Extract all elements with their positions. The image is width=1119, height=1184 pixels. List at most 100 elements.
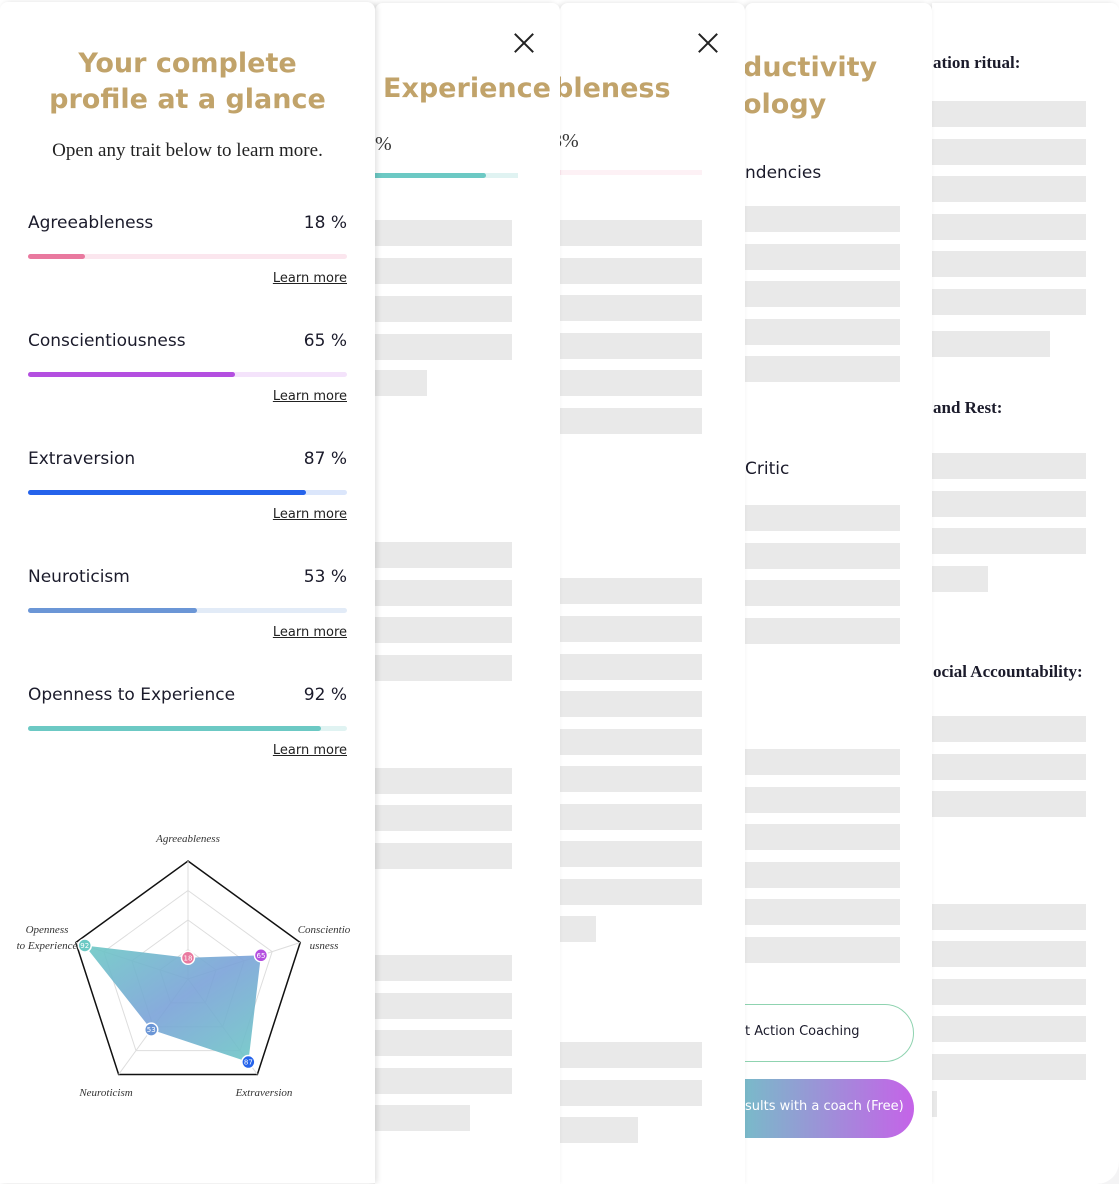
placeholder-line (745, 862, 900, 888)
placeholder-line (932, 491, 1086, 517)
radar-label: Extraversion (235, 1087, 293, 1099)
learn-more-link[interactable]: Learn more (272, 389, 347, 404)
placeholder-line (932, 716, 1086, 742)
progress-bar (560, 170, 562, 175)
radar-point (143, 1022, 159, 1037)
profile-card: Agreeableness Conscientio usness Extraversi… (0, 2, 375, 1183)
placeholder-line (375, 805, 512, 831)
card-percent: 2% (375, 133, 392, 155)
radar-label: Neuroticism (78, 1087, 132, 1099)
progress-bar (28, 372, 236, 377)
placeholder-line (745, 505, 900, 531)
subtitle: Open any trait below to learn more. (52, 140, 323, 161)
placeholder-line (932, 453, 1086, 479)
placeholder-line (560, 220, 702, 246)
placeholder-line (560, 691, 702, 717)
progress-track (28, 254, 347, 259)
trait-name: Conscientiousness (28, 331, 186, 351)
placeholder-line (932, 139, 1086, 165)
trait-value: 53 % (303, 567, 347, 587)
radar-label: Conscientio (298, 924, 351, 936)
placeholder-line (375, 1068, 512, 1094)
gradient-button[interactable]: sults with a coach (Free) (745, 1079, 914, 1138)
placeholder-line (375, 370, 427, 396)
card-title: Experience (383, 73, 551, 104)
trait-value: 87 % (303, 449, 347, 469)
radar-point-label: 18 (184, 954, 193, 962)
section-heading: ndencies (745, 163, 822, 183)
radar-label: Agreeableness (155, 833, 220, 845)
trait-name: Agreeableness (28, 213, 154, 233)
placeholder-line (932, 289, 1086, 315)
progress-track (375, 173, 518, 178)
placeholder-line (560, 616, 702, 642)
placeholder-line (745, 580, 900, 606)
placeholder-line (375, 1030, 512, 1056)
radar-label: usness (310, 940, 339, 952)
outline-button[interactable]: t Action Coaching (745, 1004, 914, 1062)
trait-name: Extraversion (28, 449, 136, 469)
placeholder-line (375, 580, 512, 606)
placeholder-line (560, 333, 702, 359)
radar-point-label: 65 (256, 952, 265, 960)
placeholder-line (932, 528, 1086, 554)
card-5: ation ritual: and Rest: ocial Accountabili… (932, 3, 1119, 1184)
close-button[interactable] (697, 32, 719, 54)
placeholder-line (932, 1054, 1086, 1080)
placeholder-line (560, 654, 702, 680)
close-button[interactable] (513, 32, 535, 54)
placeholder-line (375, 1105, 470, 1131)
placeholder-line (932, 331, 1050, 357)
placeholder-line (745, 899, 900, 925)
radar-point-label: 53 (147, 1026, 156, 1034)
card-percent: 8% (560, 130, 579, 152)
radar-grid (74, 860, 302, 1076)
radar-point (241, 1054, 256, 1070)
placeholder-line (560, 729, 702, 755)
title-line: profile at a glance (49, 84, 326, 115)
placeholder-line (745, 206, 900, 232)
placeholder-line (745, 281, 900, 307)
placeholder-line (932, 1016, 1086, 1042)
progress-track (28, 608, 347, 613)
placeholder-line (560, 1117, 638, 1143)
radar-grid (103, 889, 273, 1052)
progress-bar (28, 726, 322, 731)
placeholder-line (560, 258, 702, 284)
learn-more-link[interactable]: Learn more (272, 743, 347, 758)
placeholder-line (932, 214, 1086, 240)
placeholder-line (560, 370, 702, 396)
placeholder-line (745, 824, 900, 850)
radar-chart: Agreeableness Conscientio usness Extraversi… (17, 833, 351, 1099)
placeholder-line (375, 993, 512, 1019)
progress-bar (28, 254, 86, 259)
learn-more-link[interactable]: Learn more (272, 271, 347, 286)
learn-more-link[interactable]: Learn more (272, 507, 347, 522)
section-heading: Critic (745, 459, 790, 479)
card-4: ductivity ology ndencies Critic t Action Coa… (745, 3, 932, 1184)
placeholder-line (932, 1091, 937, 1117)
placeholder-line (745, 319, 900, 345)
section-heading: ocial Accountability: (933, 662, 1083, 681)
placeholder-line (932, 251, 1086, 277)
placeholder-line (932, 176, 1086, 202)
card-title: ology (745, 89, 827, 120)
progress-bar (28, 490, 306, 495)
card-title: ductivity (745, 52, 878, 83)
card-title: bleness (560, 73, 671, 104)
placeholder-line (745, 749, 900, 775)
placeholder-line (932, 791, 1086, 817)
placeholder-line (745, 244, 900, 270)
placeholder-line (932, 979, 1086, 1005)
progress-track (28, 726, 347, 731)
placeholder-line (560, 766, 702, 792)
placeholder-line (560, 408, 702, 434)
placeholder-line (932, 941, 1086, 967)
placeholder-line (375, 542, 512, 568)
placeholder-line (745, 356, 900, 382)
section-heading: and Rest: (933, 398, 1003, 417)
learn-more-link[interactable]: Learn more (272, 625, 347, 640)
placeholder-line (560, 879, 702, 905)
placeholder-line (745, 543, 900, 569)
placeholder-line (375, 955, 512, 981)
